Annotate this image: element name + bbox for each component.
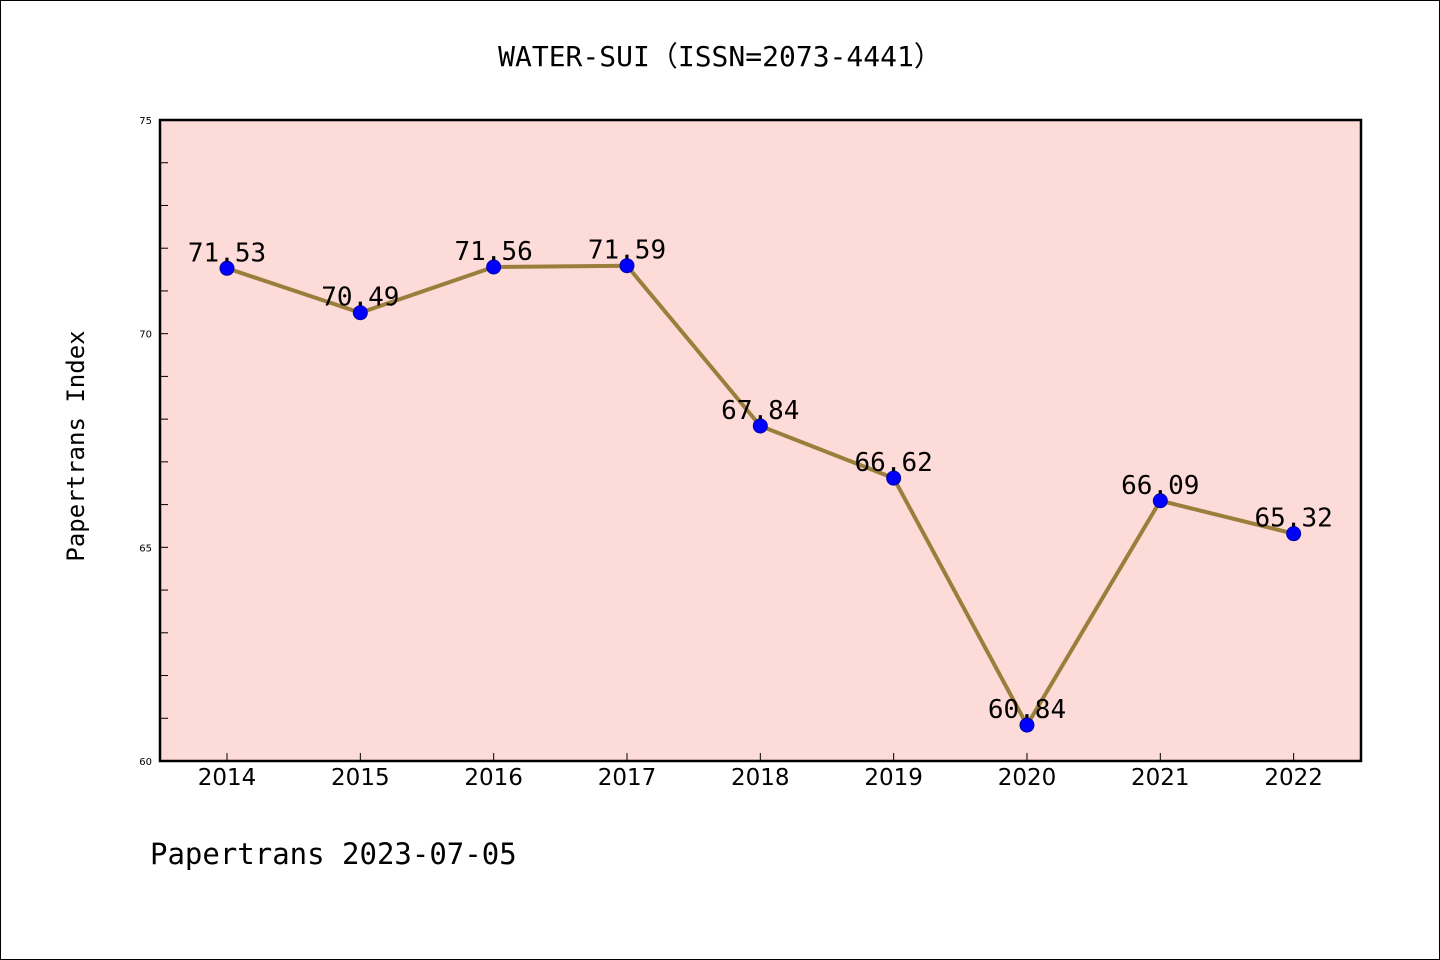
- data-point: [619, 258, 635, 274]
- plot-area: [158, 118, 1363, 763]
- data-label: 71.53: [188, 238, 266, 268]
- data-label: 66.09: [1121, 471, 1199, 501]
- data-point: [1019, 717, 1035, 733]
- data-label: 71.56: [455, 237, 533, 267]
- y-axis: 60 65 70 75: [139, 116, 168, 768]
- y-tick-label: 65: [139, 543, 152, 554]
- data-point: [886, 470, 902, 486]
- chart-title: WATER-SUI（ISSN=2073-4441）: [498, 40, 942, 73]
- x-tick-label: 2018: [731, 765, 790, 791]
- x-tick-label: 2016: [464, 765, 523, 791]
- data-label: 66.62: [855, 448, 933, 478]
- x-tick-label: 2014: [198, 765, 257, 791]
- data-label: 67.84: [721, 396, 799, 426]
- data-point: [1152, 493, 1168, 509]
- data-label: 71.59: [588, 236, 666, 266]
- data-label: 60.84: [988, 695, 1066, 725]
- x-tick-label: 2021: [1131, 765, 1190, 791]
- y-tick-label: 60: [139, 757, 152, 768]
- data-labels: 71.53 70.49 71.56 71.59 67.84 66.62 60.84 66.09…: [188, 236, 1333, 725]
- data-point: [352, 305, 368, 321]
- x-tick-label: 2019: [864, 765, 923, 791]
- data-point: [219, 260, 235, 276]
- y-tick-label: 70: [139, 330, 152, 341]
- data-point: [752, 418, 768, 434]
- data-label: 65.32: [1254, 504, 1332, 534]
- x-tick-label: 2022: [1264, 765, 1323, 791]
- y-tick-label: 75: [139, 116, 152, 127]
- x-axis: 2014 2015 2016 2017 2018 2019 2020 2021 2022: [198, 753, 1323, 791]
- x-tick-label: 2017: [598, 765, 657, 791]
- data-label: 70.49: [321, 283, 399, 313]
- points-layer: [219, 258, 1302, 733]
- data-point: [486, 259, 502, 275]
- data-point: [1286, 526, 1302, 542]
- y-axis-label: Papertrans Index: [62, 330, 90, 561]
- footer-text: Papertrans 2023-07-05: [150, 837, 517, 871]
- x-tick-label: 2020: [998, 765, 1057, 791]
- x-tick-label: 2015: [331, 765, 390, 791]
